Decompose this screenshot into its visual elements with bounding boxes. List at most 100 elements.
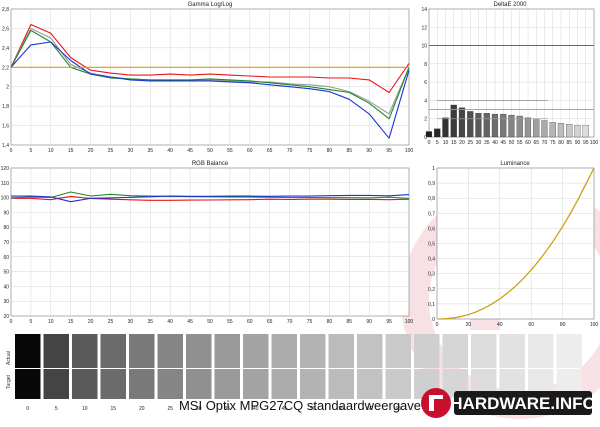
strip-cell-target xyxy=(157,369,183,399)
x-tick-label: 65 xyxy=(267,148,273,154)
y-tick-label: 0,6 xyxy=(428,226,435,232)
x-tick-label: 85 xyxy=(566,140,572,146)
x-tick-label: 60 xyxy=(525,140,531,146)
x-tick-label: 75 xyxy=(307,319,313,325)
x-tick-label: 50 xyxy=(509,140,515,146)
x-tick-label: 45 xyxy=(500,140,506,146)
y-tick-label: 30 xyxy=(3,299,9,305)
y-tick-label: 60 xyxy=(3,255,9,261)
strip-cell-actual xyxy=(385,334,411,368)
deltae-bar xyxy=(516,115,523,138)
x-tick-label: 30 xyxy=(476,140,482,146)
x-tick-label: 70 xyxy=(287,319,293,325)
x-tick-label: 15 xyxy=(451,140,457,146)
strip-cell-actual xyxy=(442,334,468,368)
strip-cell-actual xyxy=(271,334,297,368)
x-tick-label: 80 xyxy=(558,140,564,146)
y-tick-label: 0,2 xyxy=(428,287,435,293)
y-tick-label: 12 xyxy=(421,25,427,31)
x-tick-label: 25 xyxy=(467,140,473,146)
deltae-chart: DeltaE 2000 0 5 10 15 20 25 30 35 40 45 50 55 60 65 70… xyxy=(421,2,598,146)
x-tick-label: 0 xyxy=(428,140,431,146)
x-tick-label: 0 xyxy=(10,148,13,154)
deltae-chart-bars xyxy=(425,104,589,138)
strip-cell-actual xyxy=(243,334,269,368)
y-tick-label: 90 xyxy=(3,210,9,216)
deltae-bar xyxy=(442,117,449,138)
x-tick-label: 15 xyxy=(68,148,74,154)
x-tick-label: 25 xyxy=(108,148,114,154)
x-tick-label: 80 xyxy=(327,319,333,325)
x-tick-label: 5 xyxy=(436,140,439,146)
x-tick-label: 35 xyxy=(148,148,154,154)
x-tick-label: 35 xyxy=(484,140,490,146)
strip-cell-actual xyxy=(43,334,69,368)
y-tick-label: 14 xyxy=(421,7,427,13)
y-tick-label: 0,8 xyxy=(428,196,435,202)
x-tick-label: 100 xyxy=(405,148,414,154)
x-tick-label: 90 xyxy=(366,148,372,154)
strip-level-label: 40 xyxy=(253,406,259,412)
y-tick-label: 0,7 xyxy=(428,211,435,217)
deltae-bar xyxy=(574,124,581,138)
strip-cell-target xyxy=(43,369,69,399)
strip-level-label: 15 xyxy=(111,406,117,412)
deltae-chart-x-ticks: 0 5 10 15 20 25 30 35 40 45 50 55 60 65 70 75 80 85 90 95 10… xyxy=(428,140,599,146)
y-tick-label: 70 xyxy=(3,240,9,246)
y-tick-label: 2 xyxy=(424,117,427,123)
rgb-balance-chart-title: RGB Balance xyxy=(192,161,229,167)
x-tick-label: 50 xyxy=(207,148,213,154)
strip-cell-actual xyxy=(414,334,440,368)
strip-level-label: 5 xyxy=(55,406,58,412)
y-tick-label: 40 xyxy=(3,284,9,290)
x-tick-label: 45 xyxy=(187,319,193,325)
deltae-bar xyxy=(541,120,548,138)
strip-cell-actual xyxy=(186,334,212,368)
x-tick-label: 55 xyxy=(227,319,233,325)
deltae-bar xyxy=(425,131,433,138)
rgb-balance-chart-y-ticks: 20 30 40 50 60 70 80 90 100 110 120 xyxy=(1,166,10,320)
strip-label-target: Target xyxy=(6,374,12,389)
x-tick-label: 40 xyxy=(492,140,498,146)
strip-cell-actual xyxy=(129,334,155,368)
strip-cell-actual xyxy=(300,334,326,368)
strip-level-label: 50 xyxy=(310,406,316,412)
x-tick-label: 0 xyxy=(436,322,439,328)
deltae-bar xyxy=(557,123,565,138)
y-tick-label: 10 xyxy=(421,44,427,50)
x-tick-label: 60 xyxy=(247,319,253,325)
strip-cell-target xyxy=(243,369,269,399)
x-tick-label: 40 xyxy=(167,148,173,154)
strip-cell-target xyxy=(214,369,240,399)
brand-wordmark: HARDWARE.INFO xyxy=(450,394,594,413)
strip-level-label: 10 xyxy=(82,406,88,412)
x-tick-label: 80 xyxy=(327,148,333,154)
deltae-bar xyxy=(434,128,441,138)
y-tick-label: 110 xyxy=(1,181,9,187)
gamma-chart-x-ticks: 0 5 10 15 20 25 30 35 40 45 50 55 60 65 70 75 80 85 90 95 10… xyxy=(10,148,414,154)
deltae-chart-reference-lines xyxy=(429,45,594,120)
y-tick-label: 0 xyxy=(424,135,427,141)
brand-logo: HARDWARE.INFO xyxy=(421,388,594,418)
deltae-chart-title: DeltaE 2000 xyxy=(493,2,527,8)
deltae-chart-y-ticks: 0 2 4 6 8 10 12 14 xyxy=(421,7,427,141)
strip-cell-actual xyxy=(357,334,383,368)
y-tick-label: 2 xyxy=(6,85,9,91)
strip-cell-target xyxy=(357,369,383,399)
strip-cell-actual xyxy=(471,334,497,368)
y-tick-label: 2,2 xyxy=(2,65,9,71)
x-tick-label: 70 xyxy=(287,148,293,154)
strip-level-label: 25 xyxy=(168,406,174,412)
x-tick-label: 90 xyxy=(366,319,372,325)
x-tick-label: 85 xyxy=(347,148,353,154)
luminance-chart-lines xyxy=(436,167,595,320)
strip-cell-actual xyxy=(72,334,98,368)
strip-cell-actual xyxy=(499,334,525,368)
y-tick-label: 0,5 xyxy=(428,242,435,248)
strip-cell-target xyxy=(328,369,354,399)
luminance-chart-title: Luminance xyxy=(500,161,530,167)
strip-cell-target xyxy=(72,369,98,399)
x-tick-label: 15 xyxy=(68,319,74,325)
y-tick-label: 120 xyxy=(1,166,10,172)
x-tick-label: 90 xyxy=(575,140,581,146)
